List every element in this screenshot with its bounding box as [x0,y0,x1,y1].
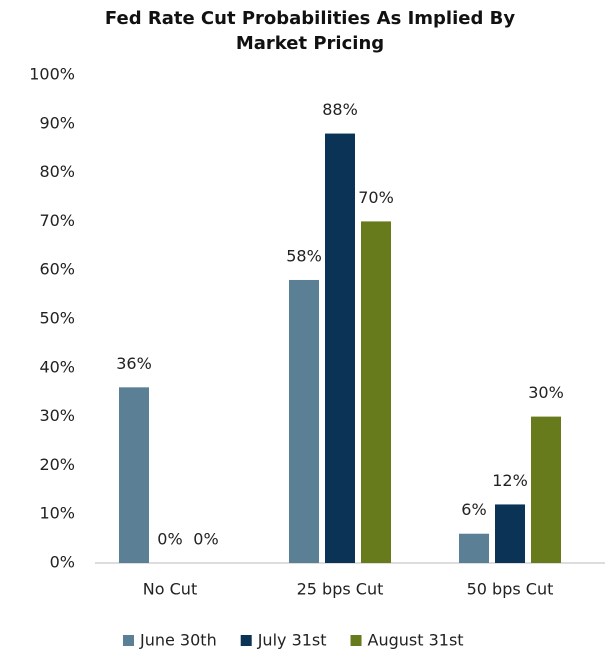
bar [495,504,525,563]
value-label: 12% [492,471,528,490]
bar [459,533,489,563]
y-tick-label: 50% [39,309,75,328]
bar [289,279,319,563]
legend-label: June 30th [139,631,217,650]
value-label: 36% [116,354,152,373]
legend-swatch [350,635,362,646]
legend-swatch [240,635,252,646]
x-tick-label: 25 bps Cut [297,580,384,599]
y-tick-label: 80% [39,162,75,181]
value-label: 6% [461,500,486,519]
y-tick-label: 70% [39,211,75,230]
y-tick-label: 100% [29,65,75,84]
value-label: 58% [286,246,322,265]
y-tick-label: 30% [39,406,75,425]
value-label: 70% [358,188,394,207]
value-label: 30% [528,383,564,402]
legend-label: August 31st [368,631,464,650]
y-tick-label: 10% [39,504,75,523]
bar [361,221,391,563]
value-label: 0% [157,530,182,549]
y-tick-label: 20% [39,455,75,474]
y-tick-label: 40% [39,357,75,376]
x-tick-label: 50 bps Cut [467,580,554,599]
y-tick-label: 0% [50,553,75,572]
legend-label: July 31st [257,631,327,650]
bar [531,416,561,563]
bar [325,133,355,563]
value-label: 0% [193,530,218,549]
x-tick-label: No Cut [143,580,197,599]
y-tick-label: 90% [39,113,75,132]
y-tick-label: 60% [39,260,75,279]
chart-title: Fed Rate Cut Probabilities As Implied By… [104,8,516,54]
value-label: 88% [322,100,358,119]
legend-swatch [123,635,134,646]
bar [119,387,149,563]
